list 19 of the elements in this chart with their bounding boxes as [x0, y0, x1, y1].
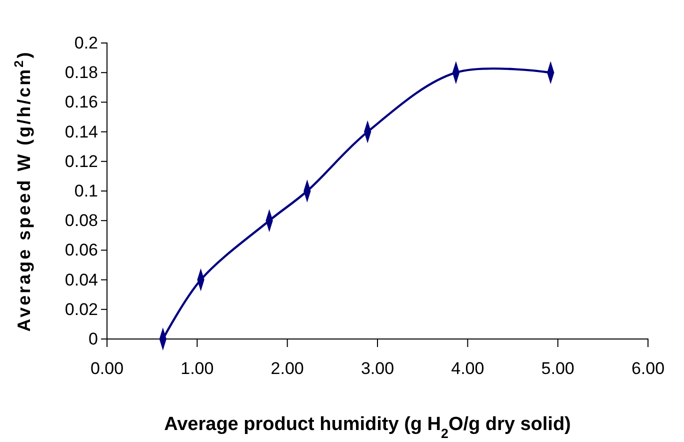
x-tick-label: 4.00 — [451, 358, 484, 378]
y-tick-label: 0.06 — [64, 240, 98, 260]
x-tick-label: 1.00 — [180, 358, 214, 378]
y-tick-label: 0.14 — [64, 122, 98, 142]
x-tick-label: 0.00 — [90, 358, 124, 378]
y-tick-label: 0.08 — [64, 211, 98, 230]
y-tick-label: 0.04 — [64, 270, 98, 290]
y-tick-label: 0.2 — [74, 33, 98, 52]
x-axis-title: Average product humidity (g H$_{2}$O/g dry solid) — [164, 414, 571, 440]
y-tick-label: 0.1 — [74, 181, 98, 200]
x-tick-label: 3.00 — [360, 358, 394, 378]
y-tick-label: 0.18 — [64, 63, 98, 82]
x-tick-label: 6.00 — [631, 358, 665, 378]
x-tick-label: 5.00 — [541, 358, 574, 378]
y-tick-label: 0 — [88, 329, 98, 348]
y-tick-label: 0.16 — [64, 92, 98, 112]
y-tick-label: 0.12 — [64, 152, 98, 171]
y-tick-label: 0.02 — [64, 300, 98, 319]
x-tick-label: 2.00 — [270, 358, 304, 378]
